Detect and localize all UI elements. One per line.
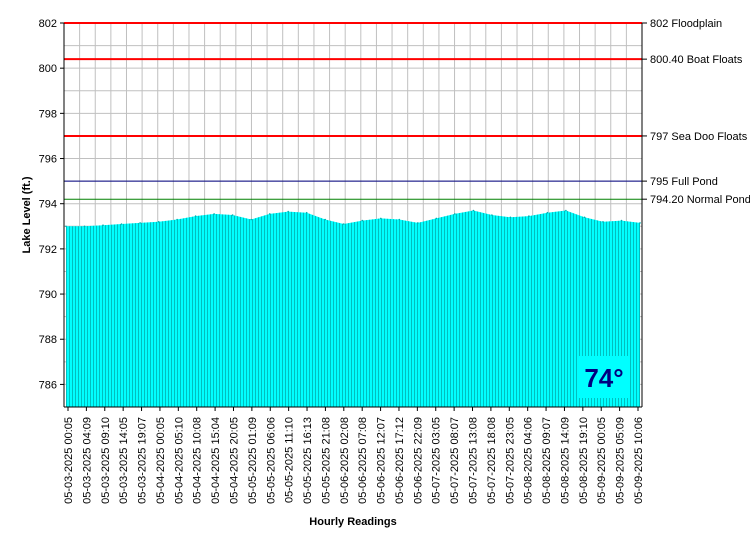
reference-label: 794.20 Normal Pond (650, 194, 750, 206)
x-tick-label: 05-08-2025 14:09 (559, 417, 571, 504)
y-axis-title: Lake Level (ft.) (21, 176, 33, 253)
x-tick-label: 05-04-2025 00:05 (155, 417, 167, 504)
x-axis-title: Hourly Readings (309, 516, 396, 528)
x-tick-label: 05-06-2025 07:08 (357, 417, 369, 504)
x-tick-label: 05-03-2025 09:10 (100, 417, 112, 504)
data-point (491, 214, 493, 216)
y-tick-label: 790 (39, 289, 57, 301)
x-tick-label: 05-05-2025 11:10 (284, 417, 296, 503)
data-point (139, 222, 141, 224)
data-point (102, 224, 104, 226)
x-tick-label: 05-07-2025 13:08 (468, 417, 480, 504)
data-point (176, 218, 178, 221)
data-point (250, 218, 252, 221)
x-tick-label: 05-09-2025 05:09 (615, 417, 627, 504)
reference-label: 797 Sea Doo Floats (650, 131, 748, 143)
x-tick-label: 05-04-2025 15:04 (210, 417, 222, 504)
data-point (472, 209, 475, 212)
y-tick-label: 786 (39, 379, 57, 391)
x-tick-label: 05-05-2025 21:08 (320, 417, 332, 504)
data-point (528, 215, 530, 217)
x-tick-label: 05-07-2025 18:08 (486, 417, 498, 504)
x-tick-label: 05-05-2025 16:13 (302, 417, 314, 504)
data-point (620, 219, 623, 222)
y-tick-label: 796 (39, 154, 57, 166)
data-point (417, 222, 419, 224)
data-point (509, 216, 512, 219)
x-tick-label: 05-05-2025 01:09 (247, 417, 259, 504)
data-point (639, 222, 641, 224)
reference-label: 802 Floodplain (650, 18, 722, 30)
data-point (231, 214, 234, 216)
data-point (213, 213, 215, 215)
data-point (546, 211, 549, 214)
x-tick-label: 05-05-2025 06:06 (265, 417, 277, 504)
data-point (65, 225, 67, 228)
temperature-reading: 74° (584, 363, 623, 393)
data-point (287, 210, 290, 213)
x-tick-label: 05-04-2025 10:08 (192, 417, 204, 504)
x-tick-label: 05-03-2025 19:07 (137, 417, 149, 504)
x-tick-label: 05-09-2025 10:06 (633, 417, 645, 504)
data-point (268, 213, 271, 215)
x-tick-label: 05-04-2025 05:10 (173, 417, 185, 504)
data-point (398, 218, 401, 221)
y-tick-label: 800 (39, 63, 57, 75)
y-tick-label: 788 (39, 334, 57, 346)
data-point (305, 211, 308, 214)
data-point (83, 225, 86, 228)
x-tick-label: 05-07-2025 03:05 (431, 417, 443, 504)
x-tick-label: 05-03-2025 04:09 (81, 417, 93, 504)
x-tick-label: 05-09-2025 00:05 (596, 417, 608, 504)
x-tick-label: 05-07-2025 23:05 (504, 417, 516, 504)
x-tick-label: 05-06-2025 02:08 (339, 417, 351, 504)
data-point (324, 218, 327, 221)
x-tick-label: 05-06-2025 17:12 (394, 417, 406, 504)
x-tick-label: 05-04-2025 20:05 (228, 417, 240, 504)
x-tick-label: 05-08-2025 04:06 (523, 417, 535, 504)
x-tick-label: 05-07-2025 08:07 (449, 417, 461, 504)
y-tick-label: 792 (39, 244, 57, 256)
x-tick-label: 05-03-2025 00:05 (63, 417, 75, 504)
data-point (454, 213, 456, 215)
x-tick-label: 05-08-2025 19:10 (578, 417, 590, 504)
temperature-badge (578, 356, 630, 398)
x-tick-label: 05-08-2025 09:07 (541, 417, 553, 504)
x-tick-label: 05-03-2025 14:05 (118, 417, 130, 504)
x-tick-label: 05-06-2025 22:09 (412, 417, 424, 504)
data-point (435, 217, 438, 220)
reference-label: 795 Full Pond (650, 176, 718, 188)
data-point (194, 215, 197, 217)
data-point (342, 223, 345, 225)
data-point (361, 219, 364, 222)
reference-label: 800.40 Boat Floats (650, 54, 743, 66)
data-point (583, 216, 586, 219)
y-tick-label: 798 (39, 108, 57, 120)
data-point (565, 209, 567, 212)
y-tick-label: 802 (39, 18, 57, 30)
data-point (157, 221, 160, 223)
data-point (602, 221, 604, 223)
lake-level-area-texture (66, 210, 640, 407)
data-point (380, 217, 382, 220)
y-tick-label: 794 (39, 199, 57, 211)
data-point (120, 223, 123, 225)
x-tick-label: 05-06-2025 12:07 (376, 417, 388, 504)
